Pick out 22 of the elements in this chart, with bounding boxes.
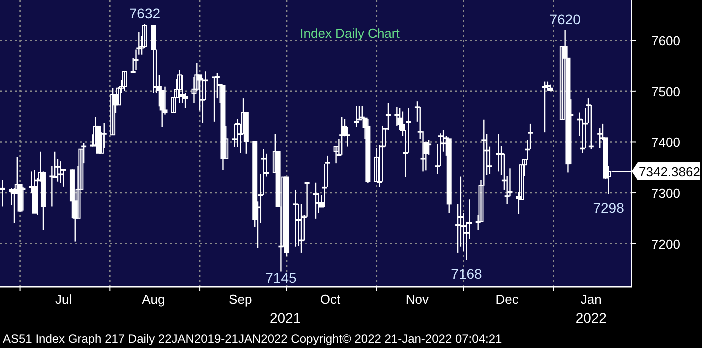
annotation: 7168	[451, 266, 483, 282]
x-tick-label: Aug	[142, 292, 166, 307]
y-tick-label: 7400	[652, 135, 680, 150]
x-tick-label: Sep	[229, 292, 252, 307]
ref-line-label: 7342.3862	[639, 164, 700, 180]
x-tick-label: Jul	[55, 292, 72, 307]
y-tick-label: 7200	[652, 236, 680, 252]
x-tick-label: Jan	[580, 292, 602, 307]
annotation: 7145	[266, 270, 297, 286]
text: AS51 Index Graph 217 Daily 22JAN2019-21JAN2022 Copyright© 2022 21-Jan-2022 07:04:21	[3, 332, 502, 346]
x-tick-label: Nov	[406, 292, 430, 307]
text: 2021	[270, 310, 302, 326]
text: Index Daily Chart	[300, 26, 400, 41]
y-tick-label: 7300	[652, 186, 680, 202]
text: 2022	[576, 310, 608, 326]
y-tick-label: 7500	[652, 84, 680, 100]
y-tick-label: 7600	[652, 34, 680, 49]
x-tick-label: Dec	[496, 292, 520, 307]
annotation: 7298	[593, 200, 625, 216]
x-tick-label: Oct	[320, 292, 341, 307]
annotation: 7620	[550, 11, 582, 28]
annotation: 7632	[129, 5, 161, 22]
